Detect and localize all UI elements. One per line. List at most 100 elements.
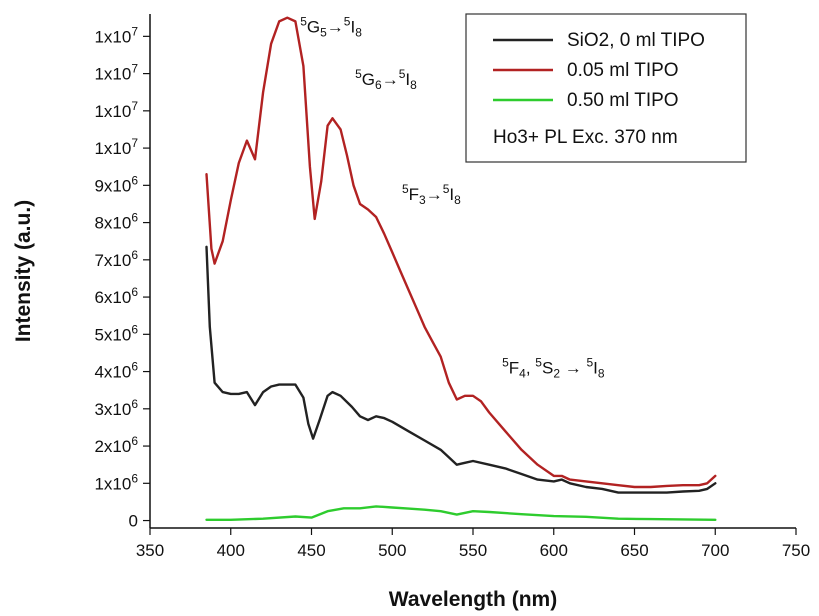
y-tick-exponent: 6	[131, 360, 138, 374]
y-tick-base: 1x10	[94, 102, 131, 121]
legend-label-1: SiO2, 0 ml TIPO	[567, 30, 705, 51]
transition-label-part: 5	[355, 67, 362, 81]
transition-label-3: 5F3→5I8	[402, 182, 461, 207]
transition-label-part: F	[409, 185, 419, 204]
transition-label-part: S	[542, 358, 553, 377]
x-tick-label: 550	[459, 541, 487, 560]
x-tick-label: 450	[297, 541, 325, 560]
y-tick-label: 9x106	[94, 173, 138, 195]
y-ticks: 01x1062x1063x1064x1065x1066x1067x1068x10…	[94, 24, 150, 531]
series-line-3	[205, 505, 717, 521]
transition-label-part: 8	[355, 26, 362, 40]
transition-label-part: 6	[375, 78, 382, 92]
transition-label-part: 2	[553, 366, 560, 380]
transition-label-part: I	[350, 18, 355, 37]
transition-label-part: 5	[402, 182, 409, 196]
series-line-2	[205, 16, 717, 489]
y-tick-base: 1x10	[94, 474, 131, 493]
x-tick-label: 400	[217, 541, 245, 560]
transition-label-part: 5	[320, 26, 327, 40]
y-tick-base: 8x10	[94, 214, 131, 233]
transition-label-part: 5	[300, 15, 307, 29]
x-tick-label: 500	[378, 541, 406, 560]
y-tick-exponent: 6	[131, 173, 138, 187]
y-tick-base: 6x10	[94, 288, 131, 307]
transition-label-part: 5	[344, 15, 351, 29]
y-tick-base: 0	[129, 512, 138, 531]
y-tick-label: 2x106	[94, 434, 138, 456]
y-tick-label: 8x106	[94, 211, 138, 233]
transition-label-2: 5G6→5I8	[355, 67, 417, 92]
y-tick-label: 1x107	[94, 62, 138, 84]
y-tick-exponent: 7	[131, 62, 138, 76]
transition-label-part: G	[307, 18, 320, 37]
y-tick-base: 1x10	[94, 65, 131, 84]
transition-label-part: 5	[535, 355, 542, 369]
legend-label-2: 0.05 ml TIPO	[567, 60, 679, 81]
transition-label-4: 5F4, 5S2 → 5I8	[502, 355, 605, 380]
y-tick-exponent: 6	[131, 397, 138, 411]
x-tick-label: 750	[782, 541, 810, 560]
transition-label-part: G	[362, 70, 375, 89]
y-tick-base: 4x10	[94, 363, 131, 382]
y-tick-label: 1x107	[94, 99, 138, 121]
x-axis-title: Wavelength (nm)	[389, 588, 557, 611]
transition-label-part: →	[426, 185, 443, 204]
legend-note: Ho3+ PL Exc. 370 nm	[493, 127, 678, 148]
x-ticks: 350 400 450 500 550 600 650 700 750	[136, 528, 810, 560]
y-tick-exponent: 7	[131, 99, 138, 113]
y-tick-exponent: 6	[131, 211, 138, 225]
transition-label-part: 5	[399, 67, 406, 81]
y-tick-exponent: 7	[131, 24, 138, 38]
x-tick-label: 350	[136, 541, 164, 560]
y-tick-label: 5x106	[94, 322, 138, 344]
transition-label-part: 8	[598, 366, 605, 380]
y-tick-label: 0	[129, 512, 138, 531]
x-tick-label: 600	[540, 541, 568, 560]
y-tick-label: 7x106	[94, 248, 138, 270]
transition-label-part: ,	[526, 358, 535, 377]
transition-label-part: 5	[502, 355, 509, 369]
transition-label-part: 5	[586, 355, 593, 369]
series-line-1	[205, 245, 717, 494]
series-layer	[205, 16, 717, 521]
y-tick-base: 1x10	[94, 27, 131, 46]
y-tick-base: 1x10	[94, 139, 131, 158]
y-tick-label: 4x106	[94, 360, 138, 382]
transition-label-part: 8	[410, 78, 417, 92]
x-tick-label: 700	[701, 541, 729, 560]
legend-label-3: 0.50 ml TIPO	[567, 90, 679, 111]
transition-label-part: I	[405, 70, 410, 89]
y-tick-exponent: 6	[131, 471, 138, 485]
transition-label-part: →	[327, 18, 344, 37]
transition-label-1: 5G5→5I8	[300, 15, 362, 40]
transition-label-part: 3	[419, 193, 426, 207]
y-tick-exponent: 6	[131, 248, 138, 262]
y-tick-exponent: 6	[131, 322, 138, 336]
y-tick-label: 1x106	[94, 471, 138, 493]
legend-box	[465, 13, 747, 163]
y-tick-base: 5x10	[94, 325, 131, 344]
transition-label-part: →	[382, 70, 399, 89]
y-tick-base: 2x10	[94, 437, 131, 456]
transition-label-part: 5	[443, 182, 450, 196]
y-tick-exponent: 7	[131, 136, 138, 150]
y-tick-exponent: 6	[131, 285, 138, 299]
y-tick-base: 3x10	[94, 400, 131, 419]
transition-label-part: →	[560, 358, 586, 377]
transition-label-part: F	[509, 358, 519, 377]
transition-label-part: I	[449, 185, 454, 204]
y-tick-base: 7x10	[94, 251, 131, 270]
y-tick-label: 1x107	[94, 24, 138, 46]
y-axis-title: Intensity (a.u.)	[12, 200, 35, 342]
y-tick-exponent: 6	[131, 434, 138, 448]
transition-label-part: 8	[454, 193, 461, 207]
transition-label-part: 4	[519, 366, 526, 380]
y-tick-label: 6x106	[94, 285, 138, 307]
transition-label-part: I	[593, 358, 598, 377]
y-tick-label: 1x107	[94, 136, 138, 158]
y-tick-base: 9x10	[94, 176, 131, 195]
